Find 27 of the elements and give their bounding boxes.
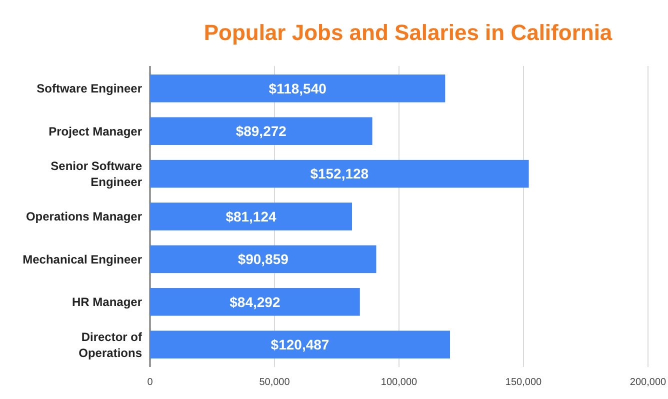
data-label: $120,487 xyxy=(270,336,330,352)
bar xyxy=(150,74,446,102)
data-label: $152,128 xyxy=(310,166,369,182)
data-label: $90,859 xyxy=(238,251,289,268)
data-label: $118,540 xyxy=(268,80,327,96)
y-tick-label: Operations Manager xyxy=(26,210,142,224)
bar xyxy=(150,330,450,358)
bar xyxy=(150,117,372,145)
bar xyxy=(150,160,529,188)
y-tick-label: Project Manager xyxy=(48,124,142,138)
x-tick-label: 150,000 xyxy=(505,377,542,388)
y-tick-label: Mechanical Engineer xyxy=(22,252,142,266)
x-tick-label: 0 xyxy=(147,377,154,388)
bar xyxy=(150,245,376,274)
data-label: $81,124 xyxy=(226,208,277,224)
chart-title: Popular Jobs and Salaries in California xyxy=(204,20,613,45)
y-tick-label: Software Engineer xyxy=(36,82,142,96)
y-tick-label: Director of Operations xyxy=(78,330,143,360)
x-tick-label: 100,000 xyxy=(380,377,418,388)
x-tick-label: 200,000 xyxy=(630,377,667,388)
bar xyxy=(150,202,352,230)
y-tick-label: HR Manager xyxy=(72,295,142,310)
x-tick-label: 50,000 xyxy=(259,377,290,388)
y-tick-label: Senior Software Engineer xyxy=(50,159,142,190)
data-label: $89,272 xyxy=(236,123,287,140)
data-label: $84,292 xyxy=(230,294,280,310)
bar xyxy=(150,288,360,316)
